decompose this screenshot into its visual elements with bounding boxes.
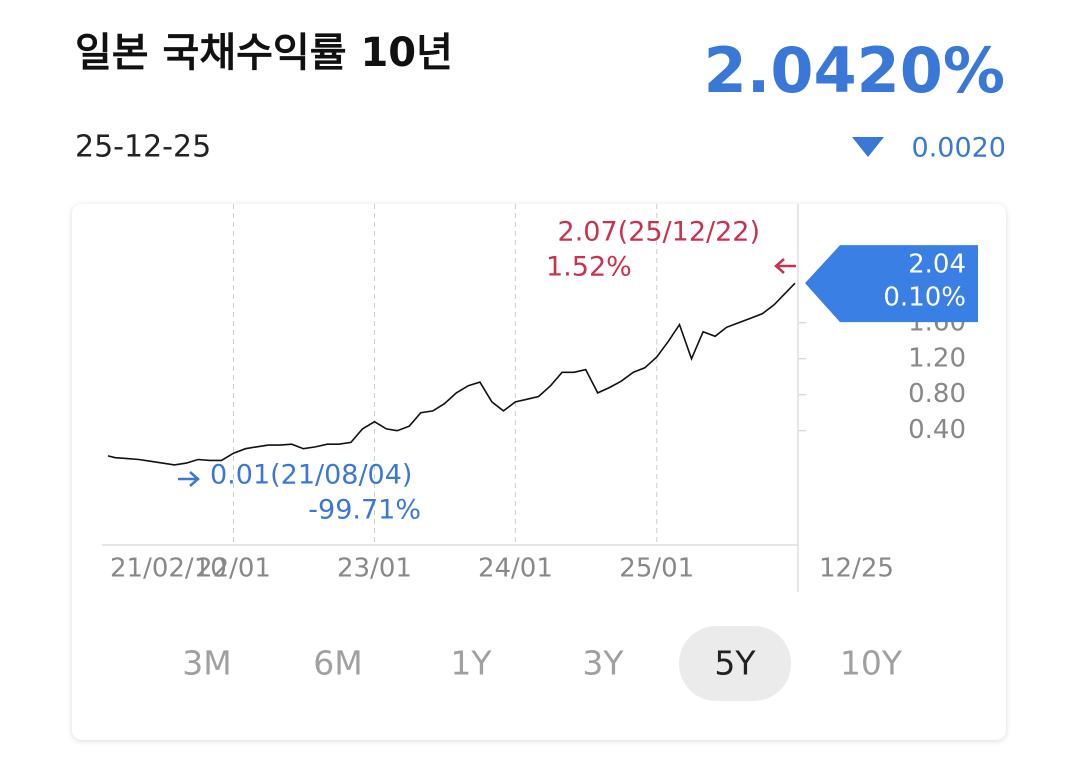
max-arrow	[774, 258, 796, 274]
x-tick-label: 22/01	[196, 554, 271, 584]
range-label[interactable]: 10Y	[840, 644, 903, 683]
max-change: 1.52%	[546, 252, 632, 283]
range-label[interactable]: 1Y	[450, 644, 492, 683]
price: 2.0420%	[704, 34, 1005, 107]
range-button[interactable]: 3M	[182, 644, 231, 683]
last-value: 2.04	[908, 250, 966, 280]
range-label[interactable]: 6M	[313, 644, 362, 683]
title: 일본 국채수익률 10년	[75, 30, 453, 76]
range-label[interactable]: 3M	[182, 644, 231, 683]
date: 25-12-25	[75, 130, 211, 165]
change: 0.0020	[912, 133, 1006, 164]
x-tick-label: 23/01	[337, 554, 412, 584]
range-label[interactable]: 3Y	[582, 644, 624, 683]
y-tick-label: 0.40	[908, 415, 966, 445]
card	[72, 204, 1006, 740]
last-change: 0.10%	[883, 283, 966, 313]
min-arrow	[178, 471, 200, 487]
selected-pill	[679, 626, 791, 701]
range-button[interactable]: 6M	[313, 644, 362, 683]
x-tick-label: 24/01	[478, 554, 553, 584]
range-label[interactable]: 5Y	[714, 644, 756, 683]
x-tick-label: 12/25	[819, 554, 894, 584]
min-change: -99.71%	[308, 495, 421, 526]
down-icon	[852, 137, 884, 157]
max-label: 2.07(25/12/22)	[558, 217, 760, 248]
range-button[interactable]: 3Y	[582, 644, 624, 683]
range-button[interactable]: 1Y	[450, 644, 492, 683]
y-tick-label: 1.20	[908, 343, 966, 373]
x-tick-label: 21/02/10	[110, 554, 227, 584]
last-badge	[805, 245, 978, 323]
min-label: 0.01(21/08/04)	[210, 460, 412, 491]
price-line	[107, 282, 796, 466]
range-button[interactable]: 10Y	[840, 644, 903, 683]
range-button[interactable]: 5Y	[679, 626, 791, 701]
range-buttons: 3M 6M 1Y 3Y 5Y 10Y	[182, 626, 903, 701]
y-tick-label: 0.80	[908, 379, 966, 409]
x-tick-label: 25/01	[619, 554, 694, 584]
